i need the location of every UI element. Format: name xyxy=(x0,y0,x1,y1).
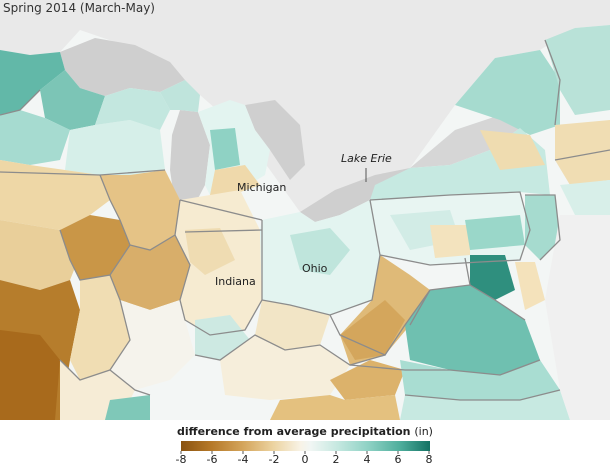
legend-tick-label: 6 xyxy=(394,453,402,466)
map-canvas xyxy=(0,0,610,420)
legend-tick-label: -8 xyxy=(175,453,187,466)
legend-tick-label: -2 xyxy=(268,453,280,466)
label-indiana: Indiana xyxy=(215,275,256,288)
legend-title: difference from average precipitation (i… xyxy=(0,425,610,438)
label-michigan: Michigan xyxy=(237,181,287,194)
legend-tick-label: 0 xyxy=(301,453,309,466)
label-ohio: Ohio xyxy=(302,262,328,275)
legend-tick-label: 4 xyxy=(363,453,371,466)
legend-tick-label: 2 xyxy=(332,453,340,466)
legend-title-text: difference from average precipitation xyxy=(177,425,411,438)
legend-tick-label: -6 xyxy=(206,453,218,466)
canada-region xyxy=(0,0,610,212)
label-lake-erie: Lake Erie xyxy=(341,152,392,165)
legend-tick-marks xyxy=(180,451,430,454)
lake-michigan xyxy=(170,110,210,210)
state-borders xyxy=(0,39,610,401)
map-title: Spring 2014 (March-May) xyxy=(3,1,155,15)
legend-unit: (in) xyxy=(414,425,433,438)
legend-tick-label: 8 xyxy=(425,453,433,466)
legend-tick-label: -4 xyxy=(237,453,249,466)
lake-superior xyxy=(60,38,185,96)
maryland-region xyxy=(470,255,515,300)
lake-huron xyxy=(245,100,305,180)
legend-colorbar xyxy=(181,441,430,451)
lake-ontario xyxy=(410,115,520,168)
